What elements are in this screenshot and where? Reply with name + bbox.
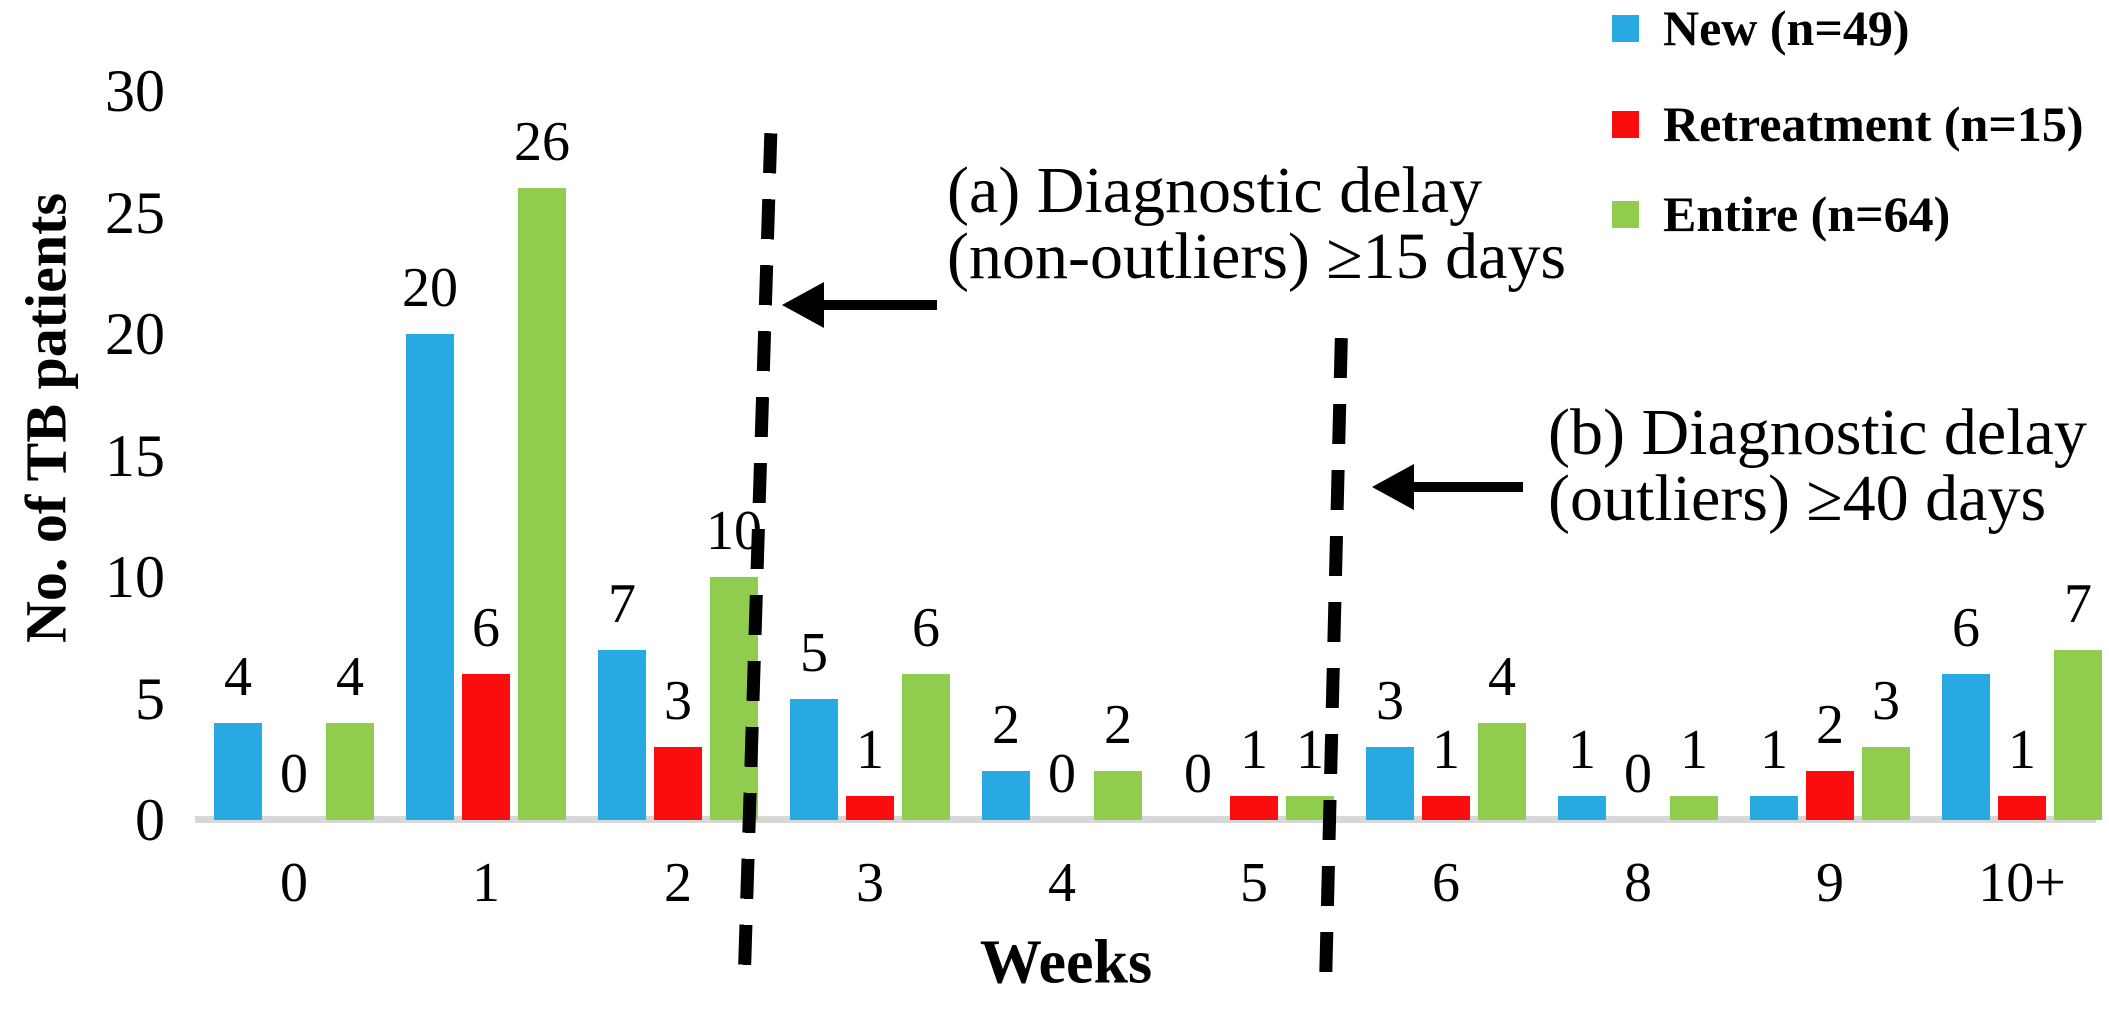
legend-swatch-new [1612, 14, 1639, 42]
y-tick-label: 5 [135, 665, 165, 732]
bar-entire-week-3 [902, 674, 950, 820]
bar-value-label-retreatment-week-9: 2 [1816, 694, 1844, 757]
bar-entire-week-6 [1478, 722, 1526, 820]
legend-label-new: New (n=49) [1663, 0, 1910, 56]
bar-retreatment-week-6 [1422, 795, 1470, 820]
x-axis-line [195, 816, 2096, 823]
bar-new-week-6 [1366, 747, 1414, 820]
x-tick-label-week-3: 3 [856, 852, 884, 914]
legend-item-retreatment: Retreatment (n=15) [1612, 96, 2083, 152]
bar-value-label-new-week-8: 1 [1568, 718, 1596, 781]
annotation-b: (b) Diagnostic delay (outliers) ≥40 days [1548, 400, 2087, 532]
bar-entire-week-8 [1670, 795, 1718, 820]
bar-retreatment-week-1 [462, 674, 510, 820]
annotation-a-line1: (a) Diagnostic delay [947, 154, 1483, 227]
bar-entire-week-0 [326, 722, 374, 820]
y-tick-label: 0 [135, 787, 165, 853]
annotation-b-line1: (b) Diagnostic delay [1548, 396, 2087, 469]
bar-value-label-new-week-4: 2 [992, 694, 1020, 757]
y-tick-label: 30 [105, 58, 165, 124]
x-tick-label-week-10+: 10+ [1978, 852, 2066, 914]
bar-new-week-0 [214, 722, 262, 820]
bar-value-label-retreatment-week-1: 6 [472, 597, 500, 660]
bar-value-label-entire-week-9: 3 [1872, 670, 1900, 733]
bar-value-label-entire-week-4: 2 [1104, 694, 1132, 757]
bar-value-label-entire-week-0: 4 [336, 645, 364, 708]
x-tick-label-week-4: 4 [1048, 852, 1076, 914]
bar-value-label-retreatment-week-10+: 1 [2008, 718, 2036, 781]
x-axis-title: Weeks [979, 928, 1153, 997]
bar-value-label-new-week-1: 20 [402, 257, 458, 319]
legend-label-retreatment: Retreatment (n=15) [1663, 96, 2084, 152]
bar-value-label-entire-week-6: 4 [1488, 645, 1516, 708]
bar-value-label-new-week-6: 3 [1376, 670, 1404, 733]
x-tick-label-week-1: 1 [472, 852, 500, 914]
bar-value-label-retreatment-week-6: 1 [1432, 718, 1460, 781]
bar-retreatment-week-5 [1230, 795, 1278, 820]
bar-new-week-9 [1750, 795, 1798, 820]
legend-label-entire: Entire (n=64) [1663, 186, 1951, 242]
dashed-divider-b [1319, 337, 1348, 979]
x-tick-label-week-5: 5 [1240, 852, 1268, 914]
bar-value-label-new-week-5: 0 [1184, 743, 1212, 805]
bar-value-label-retreatment-week-5: 1 [1240, 718, 1268, 781]
bar-value-label-entire-week-5: 1 [1296, 718, 1324, 781]
annotation-a-line2: (non-outliers) ≥15 days [947, 220, 1567, 293]
legend-swatch-entire [1612, 200, 1639, 228]
legend-item-entire: Entire (n=64) [1612, 186, 1950, 242]
bar-value-label-retreatment-week-8: 0 [1624, 743, 1652, 805]
bar-value-label-new-week-2: 7 [608, 572, 636, 635]
bar-value-label-entire-week-10+: 7 [2064, 572, 2092, 635]
bar-retreatment-week-9 [1806, 771, 1854, 820]
bar-entire-week-10+ [2054, 649, 2102, 820]
bar-value-label-entire-week-8: 1 [1680, 718, 1708, 781]
bar-value-label-retreatment-week-3: 1 [856, 718, 884, 781]
annotation-b-line2: (outliers) ≥40 days [1548, 462, 2047, 535]
bar-retreatment-week-3 [846, 795, 894, 820]
bar-value-label-retreatment-week-4: 0 [1048, 743, 1076, 805]
y-tick-label: 15 [105, 422, 165, 489]
bar-retreatment-week-2 [654, 747, 702, 820]
bar-new-week-4 [982, 771, 1030, 820]
x-tick-label-week-2: 2 [664, 852, 692, 914]
arrow-b-shaft [1405, 482, 1523, 492]
bar-value-label-new-week-10+: 6 [1952, 597, 1980, 660]
bar-value-label-retreatment-week-0: 0 [280, 743, 308, 805]
bar-new-week-10+ [1942, 674, 1990, 820]
y-tick-label: 20 [105, 301, 165, 367]
bar-new-week-1 [406, 334, 454, 820]
y-tick-label: 25 [105, 179, 165, 246]
x-tick-label-week-0: 0 [280, 852, 308, 914]
x-tick-label-week-6: 6 [1432, 852, 1460, 914]
bar-value-label-entire-week-1: 26 [514, 111, 570, 174]
bar-new-week-2 [598, 649, 646, 820]
bar-entire-week-9 [1862, 747, 1910, 820]
arrow-a-shaft [815, 300, 937, 310]
bar-new-week-3 [790, 698, 838, 820]
x-tick-label-week-9: 9 [1816, 852, 1844, 914]
legend-item-new: New (n=49) [1612, 0, 1910, 56]
bar-value-label-entire-week-3: 6 [912, 597, 940, 660]
annotation-a: (a) Diagnostic delay (non-outliers) ≥15 … [947, 158, 1566, 290]
bar-entire-week-4 [1094, 771, 1142, 820]
bar-value-label-new-week-0: 4 [224, 645, 252, 708]
bar-value-label-new-week-9: 1 [1760, 718, 1788, 781]
bar-value-label-new-week-3: 5 [800, 621, 828, 684]
legend-swatch-retreatment [1612, 110, 1639, 138]
x-tick-label-week-8: 8 [1624, 852, 1652, 914]
y-tick-label: 10 [105, 544, 165, 610]
bar-value-label-retreatment-week-2: 3 [664, 670, 692, 733]
bar-new-week-8 [1558, 795, 1606, 820]
bar-retreatment-week-10+ [1998, 795, 2046, 820]
bar-entire-week-1 [518, 188, 566, 820]
